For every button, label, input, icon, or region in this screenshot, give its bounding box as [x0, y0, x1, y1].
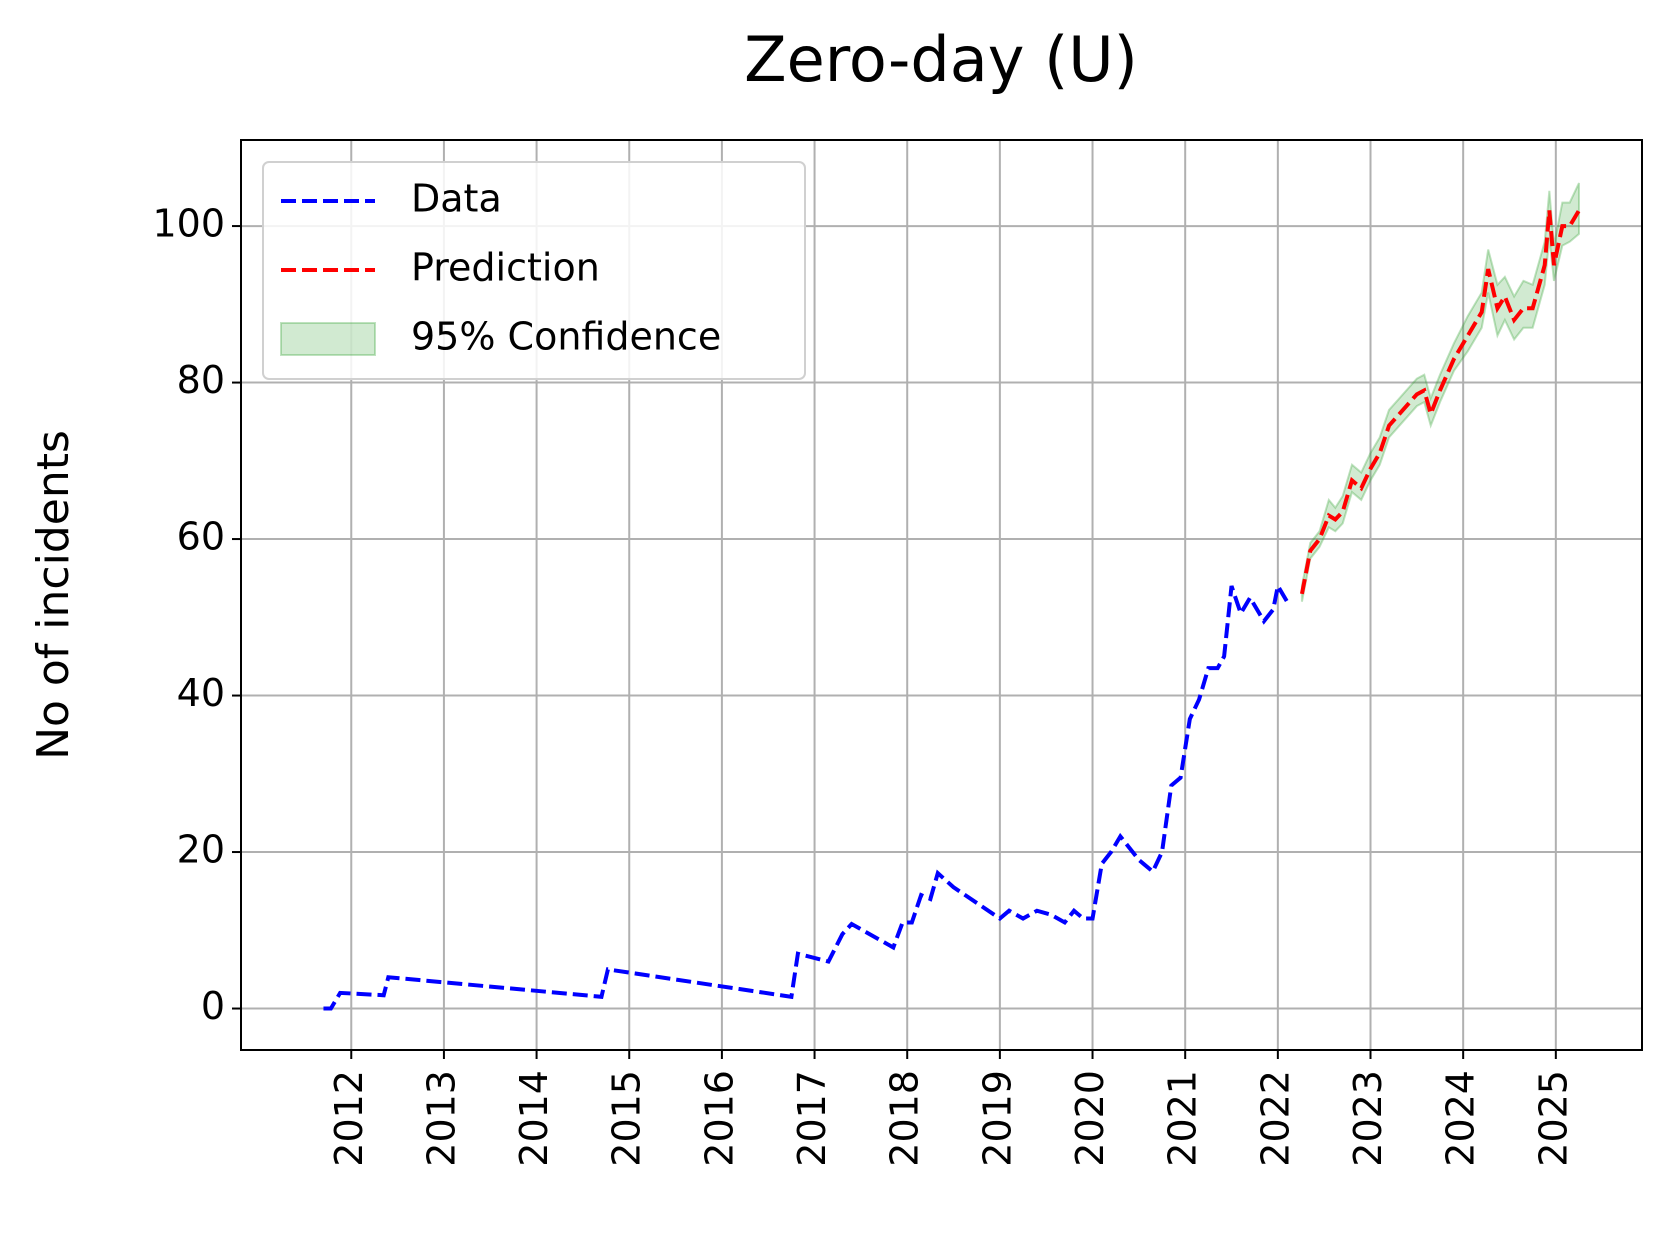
x-tick-label: 2015: [605, 1070, 649, 1167]
x-tick-label: 2019: [975, 1070, 1019, 1167]
y-tick-label: 100: [152, 202, 225, 246]
legend-label: 95% Confidence: [411, 315, 721, 359]
y-tick-label: 0: [201, 984, 225, 1028]
x-tick-label: 2013: [419, 1070, 463, 1167]
legend: Data Prediction 95% Confidence: [262, 161, 806, 380]
y-tick-label: 80: [177, 358, 225, 402]
x-tick-label: 2017: [790, 1070, 834, 1167]
x-tick-label: 2025: [1531, 1070, 1575, 1167]
y-tick-label: 20: [177, 828, 225, 872]
x-tick-label: 2016: [697, 1070, 741, 1167]
legend-box: [262, 161, 806, 380]
confidence-band: [1300, 182, 1580, 602]
data-line: [1299, 209, 1581, 595]
x-tick-label: 2021: [1161, 1070, 1205, 1167]
x-tick-label: 2023: [1346, 1070, 1390, 1167]
y-axis-label: No of incidents: [28, 430, 79, 760]
x-tick-label: 2014: [512, 1070, 556, 1167]
y-tick-label: 40: [177, 671, 225, 715]
legend-swatch: [280, 322, 376, 356]
y-tick-label: 60: [177, 515, 225, 559]
data-line: [323, 580, 1289, 1011]
legend-label: Data: [411, 177, 502, 221]
chart-title: Zero-day (U): [744, 23, 1138, 96]
x-tick-label: 2018: [883, 1070, 927, 1167]
plot-frame: [240, 139, 1643, 1051]
x-tick-label: 2024: [1439, 1070, 1483, 1167]
legend-label: Prediction: [411, 246, 600, 290]
x-tick-label: 2022: [1253, 1070, 1297, 1167]
x-tick-label: 2020: [1068, 1070, 1112, 1167]
x-tick-label: 2012: [327, 1070, 371, 1167]
